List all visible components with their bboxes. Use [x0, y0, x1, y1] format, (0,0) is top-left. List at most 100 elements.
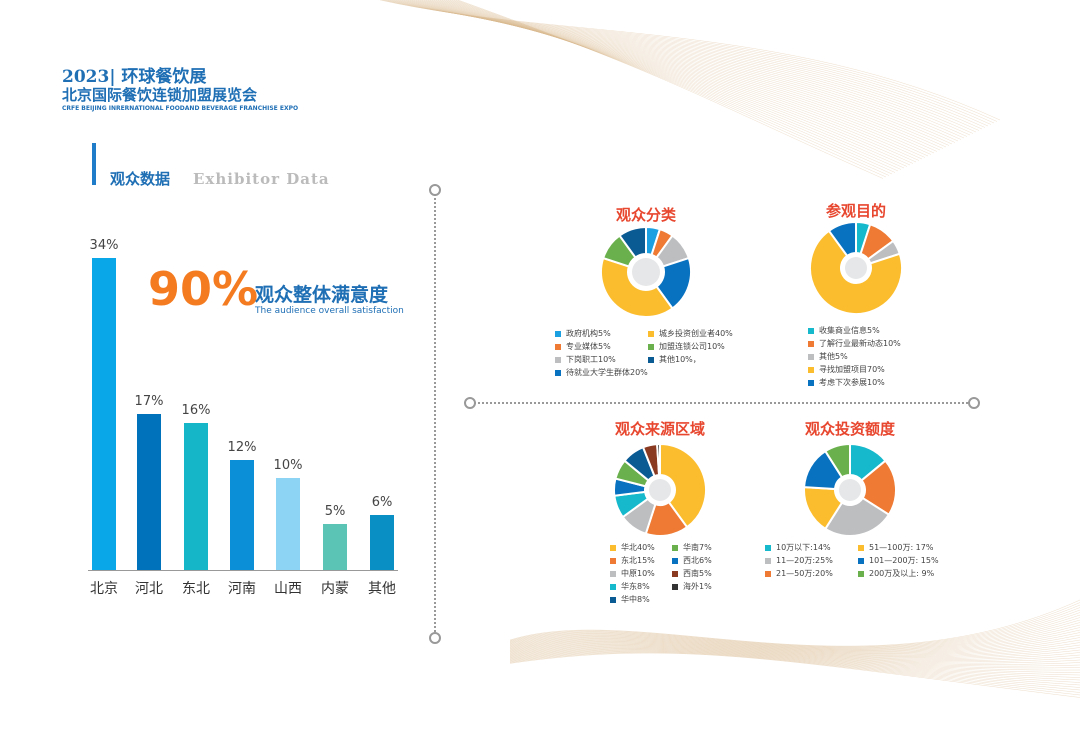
legend-label: 21—50万:20%: [776, 569, 833, 578]
wave-line: [509, 649, 1080, 681]
wave-line: [439, 0, 911, 166]
header-line2: 北京国际餐饮连锁加盟展览会: [62, 86, 258, 104]
donut-slice: [809, 229, 903, 315]
wave-line: [509, 637, 1080, 655]
legend-swatch: [672, 583, 678, 590]
donut-slice: [860, 459, 897, 517]
legend-label: 政府机构5%: [566, 329, 611, 338]
legend-item: 华南7%: [672, 542, 712, 553]
wave-line: [509, 647, 1080, 676]
legend-label: 城乡投资创业者40%: [659, 329, 733, 338]
donut-slice: [823, 496, 891, 537]
bar: [276, 478, 300, 570]
legend-label: 51—100万: 17%: [869, 543, 934, 552]
category-label: 东北: [182, 581, 210, 597]
legend-item: 海外1%: [672, 581, 712, 592]
legend-swatch: [808, 353, 814, 360]
legend-label: 下岗职工10%: [566, 355, 616, 364]
legend-label: 待就业大学生群体20%: [566, 368, 648, 377]
legend-item: 西北6%: [672, 555, 712, 566]
pie-title: 观众分类: [615, 206, 676, 224]
legend-swatch: [610, 583, 616, 590]
legend-item: 其他5%: [808, 351, 848, 362]
legend-item: 收集商业信息5%: [808, 325, 880, 336]
wave-line: [509, 639, 1080, 656]
wave-line: [451, 0, 893, 175]
legend-swatch: [672, 570, 678, 577]
x-axis: [88, 570, 398, 571]
legend-label: 收集商业信息5%: [819, 326, 880, 335]
category-label: 其他: [368, 581, 396, 597]
legend-item: 21—50万:20%: [765, 568, 833, 579]
donut-center: [649, 479, 671, 501]
legend-swatch: [555, 369, 561, 376]
category-label: 河北: [135, 581, 163, 597]
legend-label: 其他5%: [819, 352, 848, 361]
legend-swatch: [858, 544, 864, 551]
legend-swatch: [808, 379, 814, 386]
legend-label: 西北6%: [683, 556, 712, 565]
legend-swatch: [610, 557, 616, 564]
wave-line: [441, 0, 908, 167]
legend-item: 华北40%: [610, 542, 655, 553]
wave-line: [509, 609, 1080, 649]
wave-line: [425, 0, 932, 155]
wave-line: [509, 604, 1080, 648]
legend-swatch: [648, 343, 654, 350]
wave-line: [509, 617, 1080, 650]
legend-item: 11—20万:25%: [765, 555, 833, 566]
legend-label: 东北15%: [621, 556, 655, 565]
wave-line: [509, 622, 1080, 652]
legend-label: 101—200万: 15%: [869, 556, 939, 565]
legend-swatch: [610, 570, 616, 577]
legend-item: 政府机构5%: [555, 328, 611, 339]
wave-line: [509, 652, 1080, 698]
wave-line: [509, 651, 1080, 691]
pie-title: 参观目的: [825, 202, 886, 220]
bar-value-label: 5%: [324, 504, 346, 520]
horizontal-divider: [470, 402, 972, 404]
divider-dot: [429, 632, 441, 644]
wave-line: [443, 0, 905, 169]
legend-swatch: [672, 544, 678, 551]
wave-line: [423, 0, 935, 154]
bar-value-label: 10%: [273, 458, 303, 474]
legend-swatch: [808, 327, 814, 334]
pie-title: 观众来源区域: [614, 420, 705, 438]
wave-line: [509, 643, 1080, 661]
legend-label: 西南5%: [683, 569, 712, 578]
donut-slice: [827, 220, 857, 258]
legend-item: 其他10%，: [648, 354, 701, 365]
bar: [137, 413, 161, 570]
legend-swatch: [808, 366, 814, 373]
wave-line: [509, 629, 1080, 653]
legend-label: 11—20万:25%: [776, 556, 833, 565]
legend-label: 寻找加盟项目70%: [819, 365, 885, 374]
category-label: 河南: [228, 581, 256, 597]
donut-center: [839, 479, 861, 501]
wave-line: [509, 645, 1080, 667]
legend-item: 200万及以上: 9%: [858, 568, 934, 579]
legend-label: 华北40%: [621, 543, 655, 552]
legend-swatch: [555, 343, 561, 350]
legend-item: 华东8%: [610, 581, 650, 592]
donut-slice: [659, 442, 707, 529]
legend-label: 加盟连锁公司10%: [659, 342, 725, 351]
legend-item: 华中8%: [610, 594, 650, 605]
legend-label: 了解行业最新动态10%: [819, 339, 901, 348]
donut-center: [632, 258, 660, 286]
divider-dot: [429, 184, 441, 196]
wave-line: [509, 602, 1080, 647]
wave-line: [509, 607, 1080, 648]
legend-label: 200万及以上: 9%: [869, 569, 935, 578]
wave-line: [509, 642, 1080, 660]
bar: [230, 459, 254, 570]
legend-item: 下岗职工10%: [555, 354, 616, 365]
wave-line: [433, 0, 920, 161]
legend-item: 10万以下:14%: [765, 542, 831, 553]
donut-slice: [618, 225, 647, 259]
legend-item: 51—100万: 17%: [858, 542, 933, 553]
legend-item: 专业媒体5%: [555, 341, 611, 352]
wave-line: [437, 0, 914, 164]
